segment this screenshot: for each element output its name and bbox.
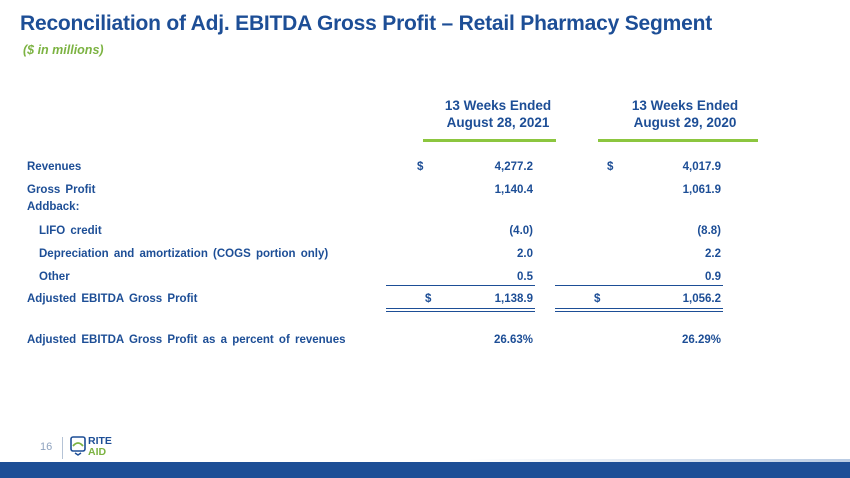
value-other-2020: 0.9 — [705, 271, 721, 283]
total-double-rule — [386, 308, 535, 309]
page-number: 16 — [40, 441, 53, 453]
currency-symbol: $ — [417, 161, 424, 173]
value-gross-profit-2021: 1,140.4 — [494, 184, 533, 196]
row-label-lifo-credit: LIFO credit — [39, 225, 102, 237]
row-label-revenues: Revenues — [27, 161, 82, 173]
value-revenues-2021: 4,277.2 — [494, 161, 533, 173]
currency-symbol: $ — [607, 161, 614, 173]
value-percent-2021: 26.63% — [493, 334, 533, 346]
total-double-rule — [555, 311, 723, 312]
total-double-rule — [386, 311, 535, 312]
total-double-rule — [555, 308, 723, 309]
column-header-line1: 13 Weeks Ended — [444, 98, 552, 113]
row-label-gross-profit: Gross Profit — [27, 184, 96, 196]
value-percent-2020: 26.29% — [681, 334, 721, 346]
column-header-2020: 13 Weeks Ended August 29, 2020 — [615, 97, 755, 131]
row-label-addback: Addback: — [27, 201, 80, 213]
row-label-other: Other — [39, 271, 70, 283]
footer-bar — [0, 462, 850, 478]
slide-title: Reconciliation of Adj. EBITDA Gross Prof… — [20, 12, 712, 35]
row-label-depreciation: Depreciation and amortization (COGS port… — [39, 248, 329, 260]
column-header-line1: 13 Weeks Ended — [631, 98, 739, 113]
value-adjusted-ebitda-2020: 1,056.2 — [682, 293, 721, 305]
column-header-line2: August 28, 2021 — [446, 115, 550, 130]
currency-symbol: $ — [594, 293, 601, 305]
value-lifo-credit-2020: (8.8) — [697, 225, 721, 237]
value-depreciation-2021: 2.0 — [517, 248, 533, 260]
row-label-percent-of-revenues: Adjusted EBITDA Gross Profit as a percen… — [27, 334, 346, 346]
value-revenues-2020: 4,017.9 — [682, 161, 721, 173]
column-header-underline — [423, 139, 556, 142]
subtotal-rule — [386, 285, 535, 286]
logo-word-rite: RITE — [88, 435, 112, 447]
rite-aid-logo-text: RITE AID — [88, 436, 112, 458]
column-header-underline — [598, 139, 758, 142]
value-other-2021: 0.5 — [517, 271, 533, 283]
currency-symbol: $ — [425, 293, 432, 305]
slide-subtitle: ($ in millions) — [23, 43, 104, 57]
value-gross-profit-2020: 1,061.9 — [682, 184, 721, 196]
value-adjusted-ebitda-2021: 1,138.9 — [494, 293, 533, 305]
subtotal-rule — [555, 285, 723, 286]
footer-accent-stripe — [0, 459, 850, 462]
rite-aid-logo-icon — [70, 436, 86, 461]
column-header-2021: 13 Weeks Ended August 28, 2021 — [428, 97, 568, 131]
row-label-adjusted-ebitda-gross-profit: Adjusted EBITDA Gross Profit — [27, 293, 198, 305]
column-header-line2: August 29, 2020 — [633, 115, 737, 130]
logo-word-aid: AID — [88, 446, 107, 458]
value-depreciation-2020: 2.2 — [705, 248, 721, 260]
value-lifo-credit-2021: (4.0) — [509, 225, 533, 237]
footer-divider — [62, 437, 63, 459]
